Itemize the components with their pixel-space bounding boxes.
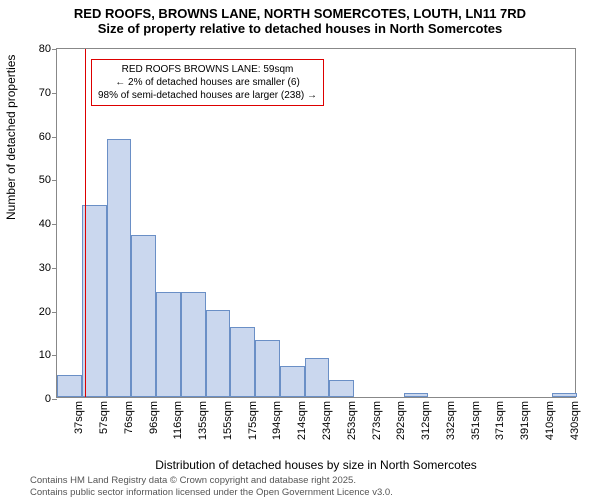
x-tick-label: 96sqm (148, 401, 160, 434)
histogram-bar (404, 393, 429, 397)
info-box-line: RED ROOFS BROWNS LANE: 59sqm (98, 63, 317, 76)
y-tick-label: 80 (21, 43, 51, 55)
info-box-line: 98% of semi-detached houses are larger (… (98, 89, 317, 102)
x-tick-label: 155sqm (222, 401, 234, 440)
x-axis-label: Distribution of detached houses by size … (56, 458, 576, 472)
x-tick-label: 371sqm (494, 401, 506, 440)
y-tick-mark (52, 137, 57, 138)
x-tick-label: 312sqm (420, 401, 432, 440)
y-axis-label: Number of detached properties (4, 55, 18, 220)
x-tick-label: 273sqm (371, 401, 383, 440)
chart-title-line1: RED ROOFS, BROWNS LANE, NORTH SOMERCOTES… (0, 0, 600, 21)
footer-attribution: Contains HM Land Registry data © Crown c… (30, 475, 393, 498)
histogram-bar (107, 139, 132, 397)
x-tick-label: 351sqm (470, 401, 482, 440)
y-tick-label: 40 (21, 218, 51, 230)
x-tick-label: 37sqm (73, 401, 85, 434)
x-tick-label: 332sqm (445, 401, 457, 440)
reference-line (85, 49, 86, 397)
y-tick-mark (52, 224, 57, 225)
x-tick-label: 194sqm (271, 401, 283, 440)
y-tick-label: 60 (21, 131, 51, 143)
x-tick-label: 175sqm (247, 401, 259, 440)
histogram-bar (131, 235, 156, 397)
histogram-bar (255, 340, 280, 397)
histogram-bar (156, 292, 181, 397)
y-tick-mark (52, 268, 57, 269)
y-tick-mark (52, 399, 57, 400)
y-tick-mark (52, 93, 57, 94)
histogram-bar (57, 375, 82, 397)
histogram-bar (305, 358, 330, 397)
info-box-line: ← 2% of detached houses are smaller (6) (98, 76, 317, 89)
x-tick-label: 253sqm (346, 401, 358, 440)
histogram-bar (329, 380, 354, 398)
x-tick-label: 410sqm (544, 401, 556, 440)
info-box: RED ROOFS BROWNS LANE: 59sqm← 2% of deta… (91, 59, 324, 106)
x-tick-label: 214sqm (296, 401, 308, 440)
y-tick-label: 0 (21, 393, 51, 405)
footer-line2: Contains public sector information licen… (30, 487, 393, 498)
y-tick-label: 30 (21, 262, 51, 274)
x-tick-label: 292sqm (395, 401, 407, 440)
histogram-bar (552, 393, 577, 397)
y-tick-mark (52, 180, 57, 181)
y-tick-mark (52, 49, 57, 50)
x-tick-label: 116sqm (172, 401, 184, 439)
x-tick-label: 391sqm (519, 401, 531, 440)
y-tick-mark (52, 312, 57, 313)
chart-title-line2: Size of property relative to detached ho… (0, 21, 600, 40)
x-tick-label: 135sqm (197, 401, 209, 440)
histogram-bar (280, 366, 305, 397)
y-tick-label: 20 (21, 306, 51, 318)
y-tick-label: 10 (21, 349, 51, 361)
plot-area: 0102030405060708037sqm57sqm76sqm96sqm116… (56, 48, 576, 398)
y-tick-label: 50 (21, 174, 51, 186)
x-tick-label: 234sqm (321, 401, 333, 440)
footer-line1: Contains HM Land Registry data © Crown c… (30, 475, 393, 486)
histogram-bar (181, 292, 206, 397)
x-tick-label: 57sqm (98, 401, 110, 434)
x-tick-label: 76sqm (123, 401, 135, 434)
histogram-bar (230, 327, 255, 397)
x-tick-label: 430sqm (569, 401, 581, 440)
y-tick-label: 70 (21, 87, 51, 99)
histogram-bar (206, 310, 231, 398)
y-tick-mark (52, 355, 57, 356)
chart-container: RED ROOFS, BROWNS LANE, NORTH SOMERCOTES… (0, 0, 600, 500)
